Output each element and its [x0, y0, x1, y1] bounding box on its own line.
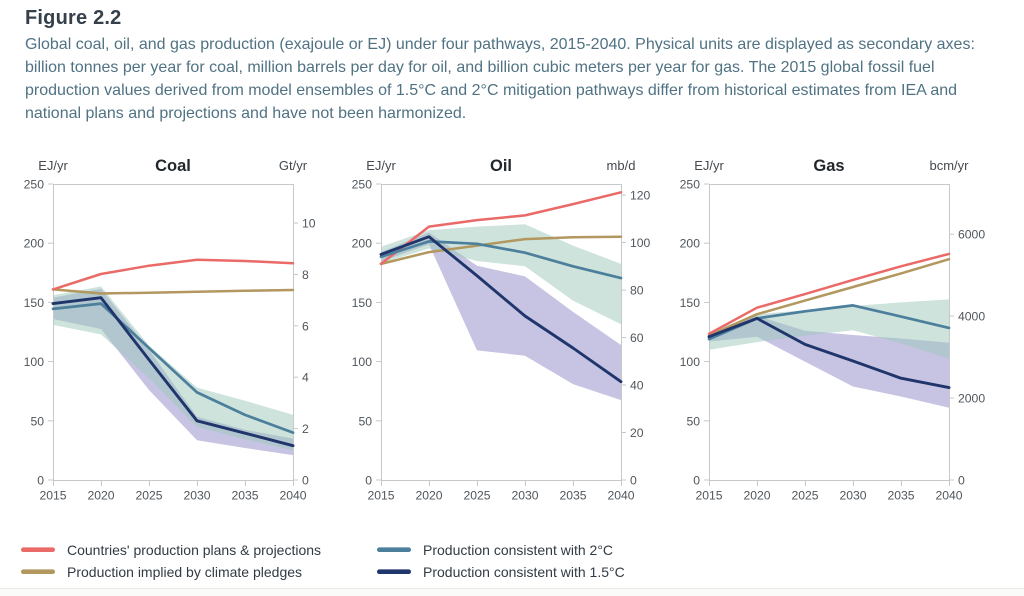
svg-text:150: 150 — [352, 296, 373, 310]
svg-text:120: 120 — [630, 189, 651, 203]
svg-text:2000: 2000 — [958, 392, 985, 406]
svg-text:50: 50 — [358, 414, 372, 428]
svg-text:2030: 2030 — [183, 489, 210, 503]
svg-text:8: 8 — [302, 268, 309, 282]
svg-text:2035: 2035 — [559, 489, 586, 503]
svg-text:2020: 2020 — [87, 489, 114, 503]
svg-text:250: 250 — [680, 178, 701, 192]
svg-text:150: 150 — [680, 296, 701, 310]
svg-text:2020: 2020 — [743, 489, 770, 503]
svg-text:2030: 2030 — [839, 489, 866, 503]
svg-text:EJ/yr: EJ/yr — [694, 158, 724, 173]
svg-text:100: 100 — [352, 355, 373, 369]
svg-text:100: 100 — [24, 355, 45, 369]
svg-text:4: 4 — [302, 371, 309, 385]
svg-text:Oil: Oil — [490, 157, 512, 175]
svg-text:200: 200 — [680, 237, 701, 251]
svg-text:0: 0 — [630, 474, 637, 488]
svg-text:2025: 2025 — [463, 489, 490, 503]
svg-text:0: 0 — [365, 474, 372, 488]
svg-text:Production implied by climate: Production implied by climate pledges — [67, 564, 302, 580]
svg-text:150: 150 — [24, 296, 45, 310]
svg-text:50: 50 — [30, 414, 44, 428]
svg-text:80: 80 — [630, 284, 644, 298]
svg-text:40: 40 — [630, 379, 644, 393]
svg-text:Production consistent with 1.5: Production consistent with 1.5°C — [423, 564, 625, 580]
svg-text:200: 200 — [24, 237, 45, 251]
svg-text:2020: 2020 — [415, 489, 442, 503]
svg-text:Coal: Coal — [155, 157, 191, 175]
svg-text:2035: 2035 — [887, 489, 914, 503]
svg-text:2015: 2015 — [695, 489, 722, 503]
svg-text:mb/d: mb/d — [607, 158, 636, 173]
svg-text:0: 0 — [37, 474, 44, 488]
svg-text:2040: 2040 — [607, 489, 634, 503]
svg-text:2040: 2040 — [279, 489, 306, 503]
svg-text:20: 20 — [630, 426, 644, 440]
svg-text:0: 0 — [958, 474, 965, 488]
svg-text:2035: 2035 — [231, 489, 258, 503]
svg-text:Gt/yr: Gt/yr — [279, 158, 308, 173]
svg-text:50: 50 — [686, 414, 700, 428]
svg-text:Countries' production plans &: Countries' production plans & projection… — [67, 542, 321, 558]
svg-text:bcm/yr: bcm/yr — [930, 158, 970, 173]
svg-text:250: 250 — [24, 178, 45, 192]
svg-text:2015: 2015 — [367, 489, 394, 503]
svg-text:0: 0 — [302, 474, 309, 488]
svg-text:6000: 6000 — [958, 228, 985, 242]
svg-text:4000: 4000 — [958, 310, 985, 324]
svg-text:2025: 2025 — [135, 489, 162, 503]
svg-text:10: 10 — [302, 217, 316, 231]
svg-text:Production consistent with 2°C: Production consistent with 2°C — [423, 542, 613, 558]
svg-text:250: 250 — [352, 178, 373, 192]
svg-text:0: 0 — [693, 474, 700, 488]
svg-text:60: 60 — [630, 331, 644, 345]
svg-text:200: 200 — [352, 237, 373, 251]
svg-text:6: 6 — [302, 319, 309, 333]
svg-text:2015: 2015 — [39, 489, 66, 503]
svg-text:2040: 2040 — [935, 489, 962, 503]
svg-text:EJ/yr: EJ/yr — [38, 158, 68, 173]
svg-text:2030: 2030 — [511, 489, 538, 503]
svg-text:2: 2 — [302, 422, 309, 436]
svg-text:2025: 2025 — [791, 489, 818, 503]
svg-text:100: 100 — [680, 355, 701, 369]
svg-text:Gas: Gas — [813, 157, 844, 175]
svg-text:100: 100 — [630, 236, 651, 250]
svg-text:EJ/yr: EJ/yr — [366, 158, 396, 173]
